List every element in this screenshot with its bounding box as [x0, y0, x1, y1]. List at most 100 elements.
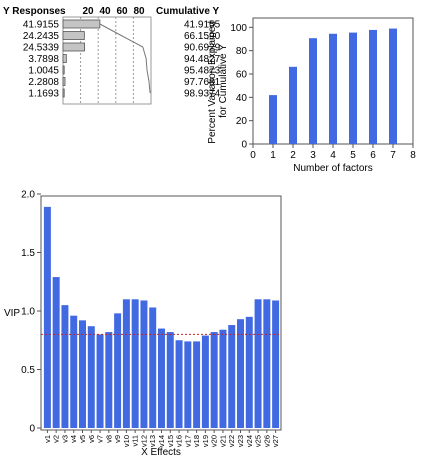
- x-tick-label: v23: [236, 435, 245, 447]
- x-tick-label: v13: [148, 435, 157, 447]
- vip-bar: [175, 340, 183, 428]
- cumulative-value: 98.9374: [184, 89, 221, 100]
- factor-bar: [369, 29, 377, 144]
- vip-bar: [201, 335, 209, 428]
- vip-bar: [237, 319, 244, 428]
- cumulative-value: 90.6929: [184, 43, 221, 54]
- vip-bar: [263, 299, 271, 428]
- x-axis: 0 1 2 3 4 5 6 7 8: [250, 144, 416, 161]
- x-tick-label: v4: [69, 435, 78, 443]
- vip-bar: [43, 206, 51, 428]
- response-value: 3.7898: [28, 54, 59, 65]
- x-tick-label: v10: [122, 435, 131, 447]
- cumulative-value: 94.4827: [184, 54, 221, 65]
- y-axis-title: Percent Variation Explained for Cumulati…: [207, 18, 229, 143]
- x-tick-label: 5: [350, 150, 356, 161]
- response-values: 41.915524.243524.53393.78981.00452.28081…: [23, 20, 60, 100]
- cumulative-value: 41.9155: [184, 20, 221, 31]
- x-tick-label: v12: [139, 435, 148, 447]
- vip-bar: [105, 332, 113, 428]
- vip-bar: [272, 300, 280, 428]
- y-axis: 0 0.5 1.0 1.5 2.0: [21, 190, 41, 435]
- bar-axis-tick-80: 80: [133, 6, 145, 17]
- responses-table: Y Responses Cumulative Y 20 40 60 80 41.…: [3, 6, 221, 105]
- bar-column-frame: [62, 16, 152, 105]
- vip-bar: [79, 320, 86, 428]
- x-tick-label: v6: [87, 435, 96, 443]
- cumulative-values: 41.915566.159090.692994.482795.487397.76…: [184, 20, 221, 100]
- x-tick-label: v14: [157, 435, 166, 447]
- vip-bar: [184, 341, 192, 428]
- cumulative-value: 97.7681: [184, 77, 221, 88]
- response-value: 1.0045: [28, 66, 59, 77]
- vip-bar: [122, 299, 130, 428]
- x-tick-label: v20: [210, 435, 219, 447]
- bar-column-gridlines: [80, 17, 134, 104]
- y-tick-label: 60: [236, 70, 248, 81]
- response-bar: [62, 31, 85, 40]
- vip-bar: [149, 307, 157, 428]
- x-tick-label: v26: [262, 435, 271, 447]
- factor-bar: [389, 28, 397, 145]
- x-tick-label: v24: [245, 435, 254, 447]
- vip-bar: [158, 328, 165, 428]
- x-tick-label: v17: [183, 435, 192, 447]
- x-tick-label: v19: [201, 435, 210, 447]
- vip-bar: [166, 332, 174, 428]
- vip-bar: [70, 315, 78, 428]
- response-bar: [62, 65, 65, 75]
- x-tick-label: v27: [271, 435, 280, 447]
- factor-bar: [329, 33, 337, 144]
- cumulative-variation-chart: 0 20 40 60 80 100 0 1 2 3 4 5 6 7 8 Percent Variation…: [207, 17, 416, 174]
- vip-bar: [96, 334, 104, 428]
- vip-bar: [52, 277, 60, 428]
- y-tick-label: 0: [241, 140, 247, 151]
- x-tick-label: 3: [310, 150, 316, 161]
- factor-bar: [349, 32, 357, 145]
- response-value: 41.9155: [23, 20, 60, 31]
- y-tick-label: 1.5: [21, 248, 35, 259]
- x-tick-label: 0: [250, 150, 256, 161]
- x-tick-label: v18: [192, 435, 201, 447]
- vip-bar: [254, 299, 262, 428]
- x-tick-label: 7: [390, 150, 396, 161]
- bar-axis-tick-60: 60: [116, 6, 128, 17]
- x-tick-label: v25: [254, 435, 263, 447]
- response-value: 2.2808: [28, 77, 59, 88]
- cumulative-value: 95.4873: [184, 66, 221, 77]
- x-tick-label: v9: [113, 435, 122, 443]
- x-tick-label: v21: [218, 435, 227, 447]
- x-tick-label: 2: [290, 150, 296, 161]
- response-value: 24.5339: [23, 43, 60, 54]
- x-tick-label: v8: [104, 435, 113, 443]
- response-bar: [62, 88, 65, 98]
- x-tick-label: v5: [78, 435, 87, 443]
- y-responses-header: Y Responses: [3, 6, 66, 17]
- vip-bar: [228, 325, 236, 428]
- factor-bar: [269, 95, 277, 144]
- bar-axis-tick-40: 40: [99, 6, 111, 17]
- x-tick-label: v3: [60, 435, 69, 443]
- vip-bar: [140, 300, 148, 428]
- x-tick-label: v11: [131, 435, 140, 447]
- x-tick-label: v16: [175, 435, 184, 447]
- factor-bar: [309, 38, 317, 144]
- x-axis-title: Number of factors: [293, 163, 372, 174]
- response-bar: [62, 77, 66, 86]
- response-value: 24.2435: [23, 31, 60, 42]
- response-bar: [62, 19, 101, 29]
- x-tick-label: v1: [43, 435, 52, 443]
- vip-chart: 00.51.01.52.0 v1 v2 v3 v4 v5 v6 v7 v8 v9 v10 v11 v1…: [4, 190, 282, 458]
- x-tick-label: 6: [370, 150, 376, 161]
- x-tick-label: 8: [410, 150, 416, 161]
- x-tick-label: 4: [330, 150, 336, 161]
- y-axis: 0 20 40 60 80 100: [230, 23, 253, 151]
- cumulative-line: [99, 23, 151, 94]
- y-tick-label: 100: [230, 23, 247, 34]
- x-tick-label: v22: [227, 435, 236, 447]
- x-tick-label: v7: [96, 435, 105, 443]
- y-tick-label: 20: [236, 116, 248, 127]
- vip-bar: [219, 329, 227, 428]
- cumulative-y-header: Cumulative Y: [156, 6, 219, 17]
- x-tick-label: v2: [52, 435, 61, 443]
